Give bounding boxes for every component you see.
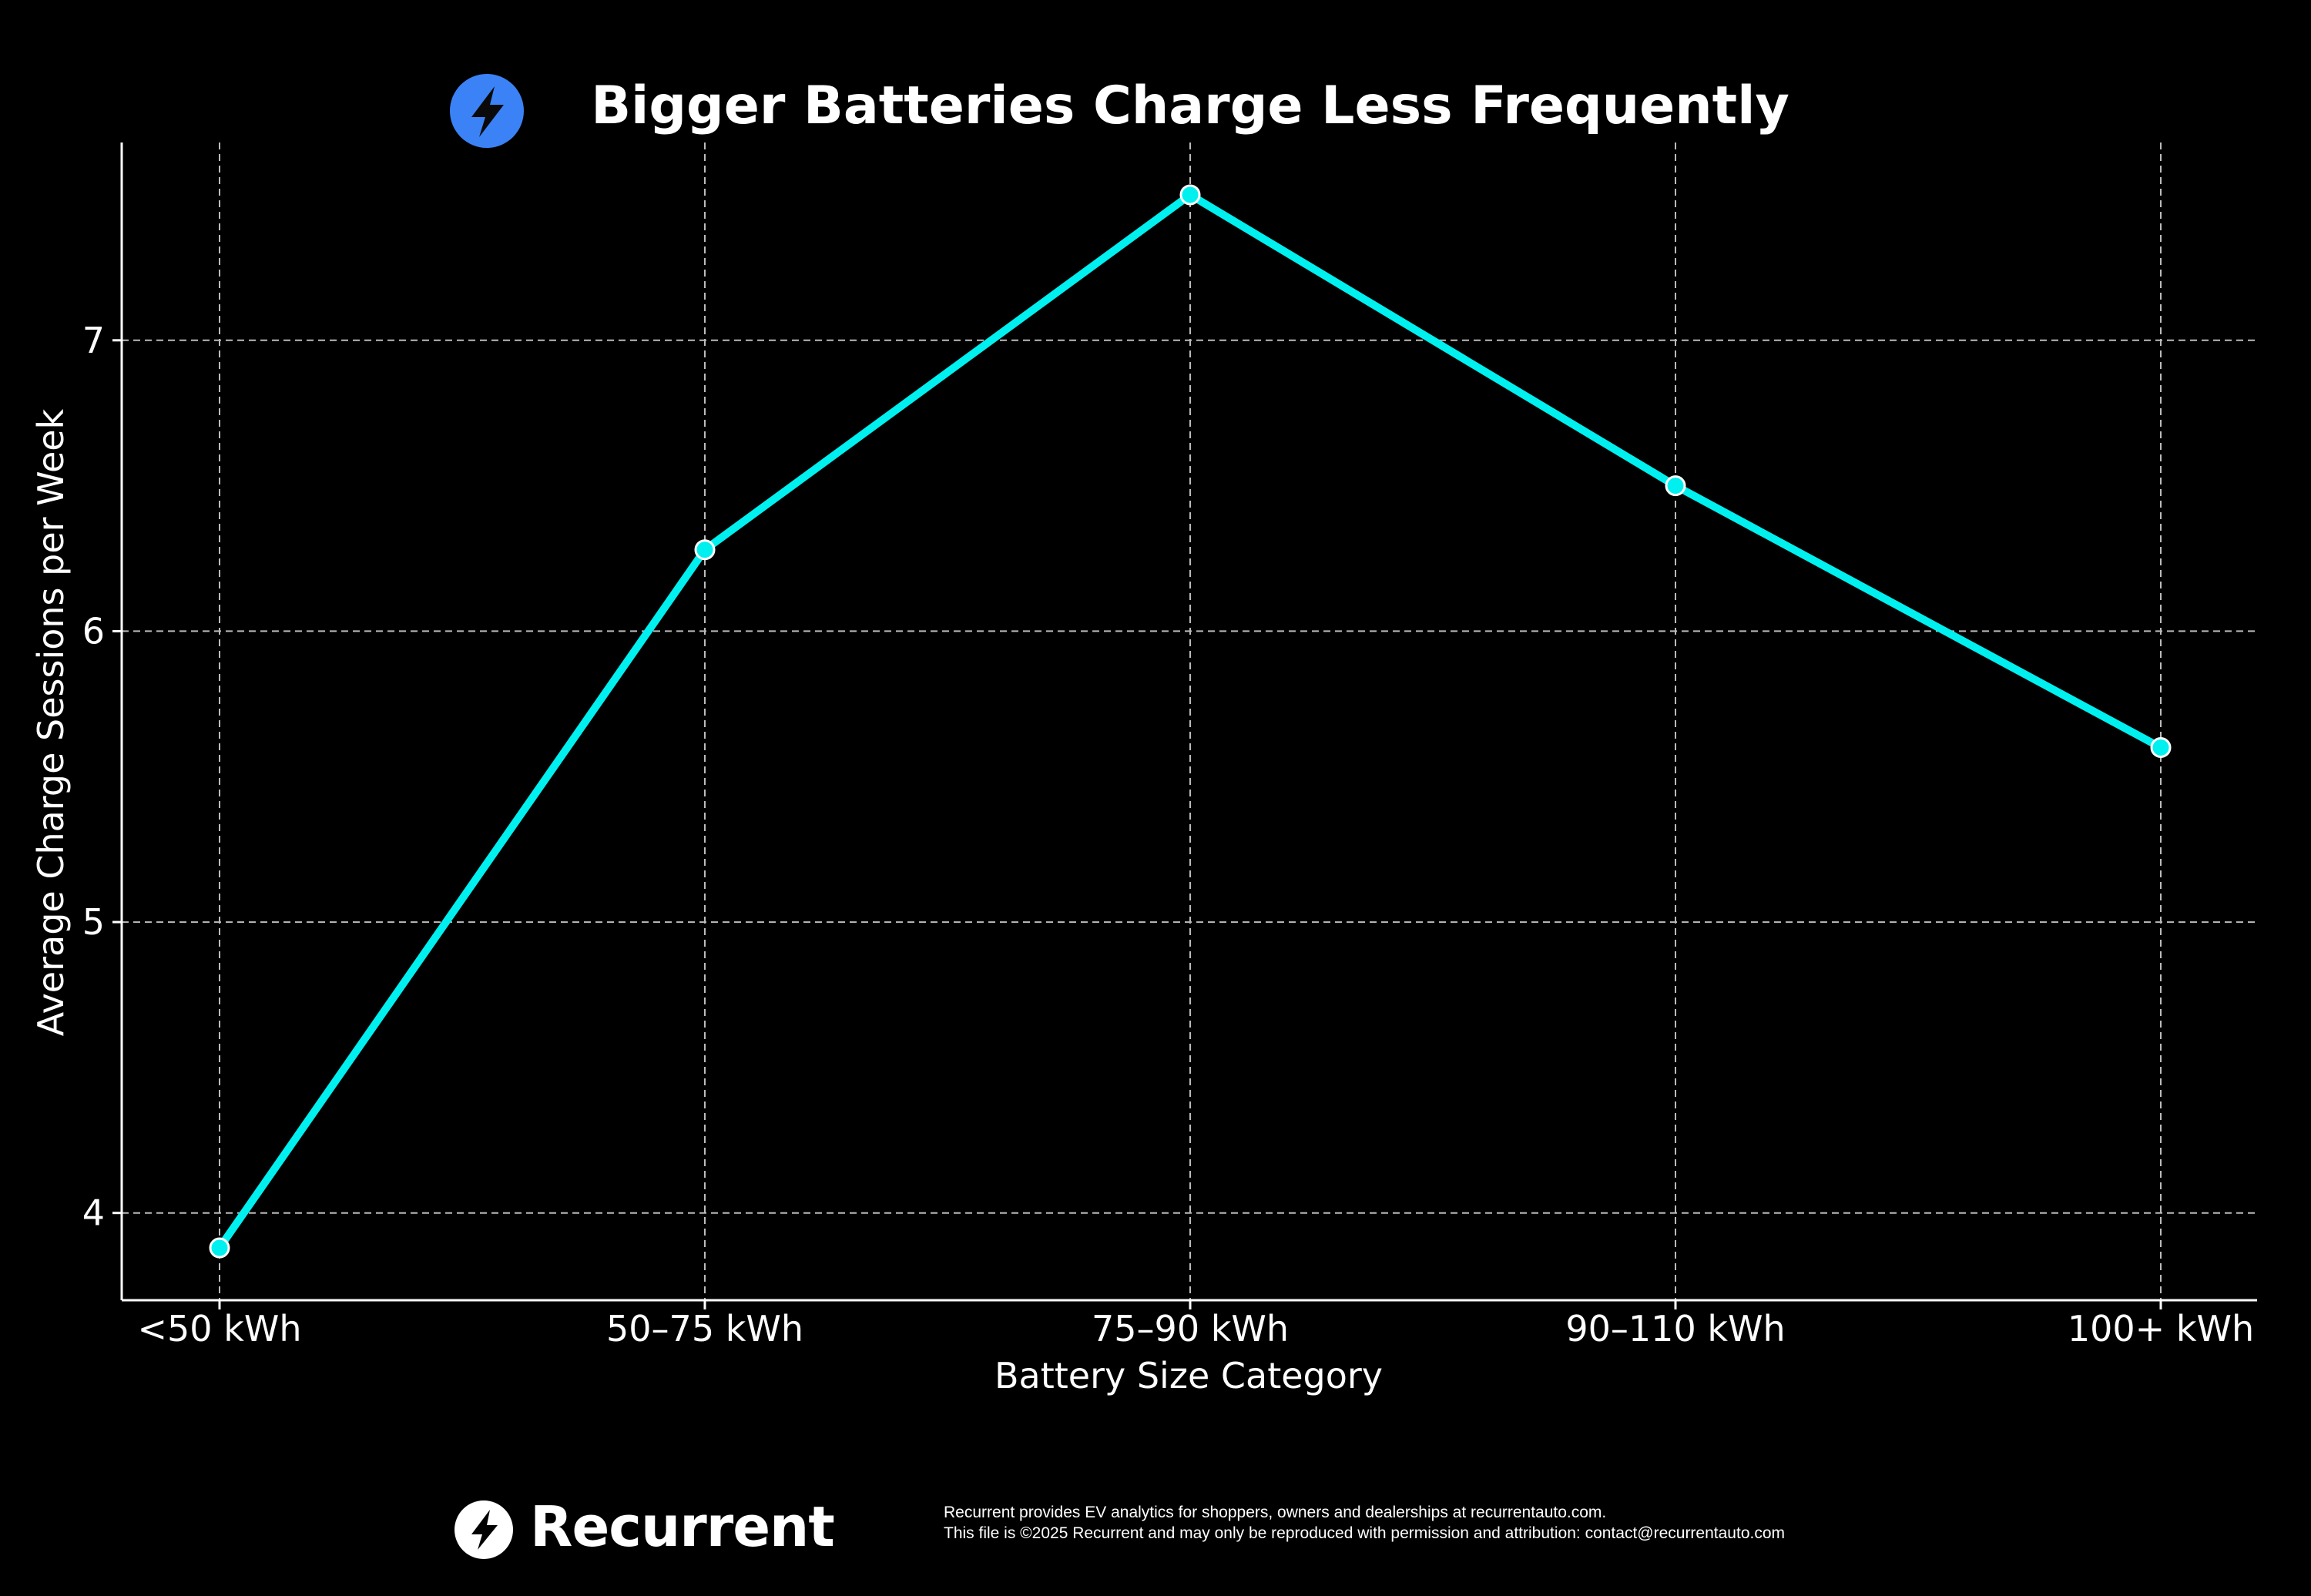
x-tick-labels: <50 kWh 50–75 kWh 75–90 kWh 90–110 kWh 100+ … xyxy=(138,1308,2255,1350)
recurrent-logo-icon xyxy=(454,1500,513,1559)
x-tick-label: 75–90 kWh xyxy=(1092,1308,1289,1350)
recurrent-logo-text: Recurrent xyxy=(530,1494,835,1559)
y-tick-label: 4 xyxy=(82,1192,105,1234)
data-point xyxy=(694,539,716,561)
x-tick-label: 90–110 kWh xyxy=(1565,1308,1785,1350)
x-tick-label: 100+ kWh xyxy=(2068,1308,2254,1350)
title-bolt-icon xyxy=(450,74,524,148)
data-point xyxy=(2150,736,2172,758)
data-point xyxy=(1665,475,1686,497)
x-axis-label: Battery Size Category xyxy=(995,1355,1383,1396)
y-axis-label: Average Charge Sessions per Week xyxy=(30,408,72,1036)
chart-title: Bigger Batteries Charge Less Frequently xyxy=(591,75,1789,136)
axes xyxy=(112,142,2257,1309)
series xyxy=(209,184,2172,1259)
x-tick-label: <50 kWh xyxy=(138,1308,302,1350)
grid xyxy=(122,142,2257,1300)
data-point xyxy=(1179,184,1201,206)
footer-note-line-1: Recurrent provides EV analytics for shop… xyxy=(944,1504,1607,1521)
y-tick-label: 7 xyxy=(82,320,105,361)
data-point xyxy=(209,1237,230,1259)
y-tick-label: 6 xyxy=(82,610,105,652)
y-tick-label: 5 xyxy=(82,901,105,943)
footer-note-line-2: This file is ©2025 Recurrent and may onl… xyxy=(944,1524,1785,1542)
x-tick-label: 50–75 kWh xyxy=(606,1308,803,1350)
y-tick-labels: 4 5 6 7 xyxy=(82,320,105,1234)
